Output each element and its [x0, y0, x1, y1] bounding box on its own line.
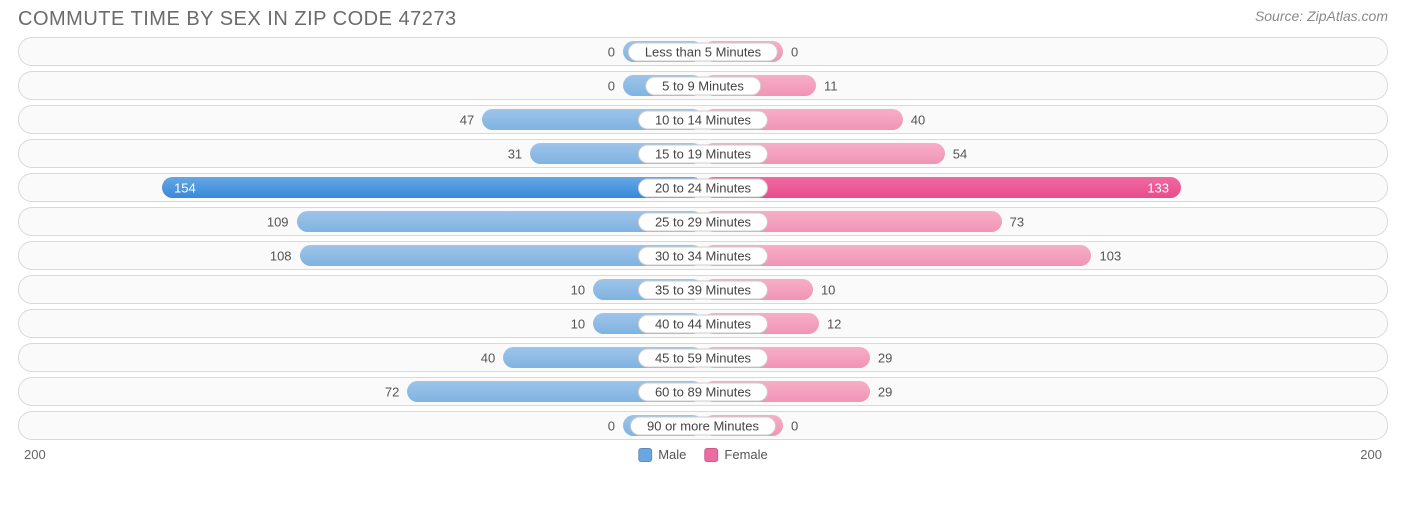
- chart-row: 109 73 25 to 29 Minutes: [18, 207, 1388, 236]
- chart-row: 10 12 40 to 44 Minutes: [18, 309, 1388, 338]
- legend: Male Female: [638, 447, 768, 462]
- value-female: 133: [1147, 180, 1169, 195]
- value-female: 40: [911, 112, 925, 127]
- value-female: 103: [1099, 248, 1121, 263]
- axis-max-right: 200: [1360, 447, 1382, 462]
- chart-row: 72 29 60 to 89 Minutes: [18, 377, 1388, 406]
- row-category-label: 35 to 39 Minutes: [638, 280, 768, 299]
- value-female: 29: [878, 384, 892, 399]
- row-category-label: 45 to 59 Minutes: [638, 348, 768, 367]
- row-category-label: Less than 5 Minutes: [628, 42, 778, 61]
- value-female: 73: [1010, 214, 1024, 229]
- chart-row: 0 0 90 or more Minutes: [18, 411, 1388, 440]
- value-male: 47: [460, 112, 474, 127]
- chart-title: COMMUTE TIME BY SEX IN ZIP CODE 47273: [18, 8, 457, 31]
- chart-source: Source: ZipAtlas.com: [1255, 8, 1388, 24]
- row-category-label: 15 to 19 Minutes: [638, 144, 768, 163]
- row-category-label: 25 to 29 Minutes: [638, 212, 768, 231]
- chart-row: 40 29 45 to 59 Minutes: [18, 343, 1388, 372]
- chart-footer: 200 Male Female 200: [0, 445, 1406, 473]
- value-male: 31: [508, 146, 522, 161]
- legend-label-male: Male: [658, 447, 686, 462]
- value-male: 72: [385, 384, 399, 399]
- value-female: 54: [953, 146, 967, 161]
- bar-female: [703, 177, 1181, 198]
- chart-row: 47 40 10 to 14 Minutes: [18, 105, 1388, 134]
- bar-male: [162, 177, 703, 198]
- row-category-label: 60 to 89 Minutes: [638, 382, 768, 401]
- value-male: 0: [608, 78, 615, 93]
- value-female: 0: [791, 44, 798, 59]
- legend-item-male: Male: [638, 447, 686, 462]
- value-male: 108: [270, 248, 292, 263]
- legend-label-female: Female: [724, 447, 767, 462]
- row-category-label: 30 to 34 Minutes: [638, 246, 768, 265]
- row-category-label: 20 to 24 Minutes: [638, 178, 768, 197]
- chart-row: 154 133 20 to 24 Minutes: [18, 173, 1388, 202]
- value-female: 29: [878, 350, 892, 365]
- chart-row: 0 11 5 to 9 Minutes: [18, 71, 1388, 100]
- value-male: 10: [571, 282, 585, 297]
- value-male: 109: [267, 214, 289, 229]
- row-category-label: 90 or more Minutes: [630, 416, 776, 435]
- value-male: 0: [608, 418, 615, 433]
- chart-area: 0 0 Less than 5 Minutes 0 11 5 to 9 Minutes 47…: [0, 37, 1406, 440]
- value-male: 10: [571, 316, 585, 331]
- legend-item-female: Female: [704, 447, 767, 462]
- value-female: 0: [791, 418, 798, 433]
- chart-row: 108 103 30 to 34 Minutes: [18, 241, 1388, 270]
- chart-row: 31 54 15 to 19 Minutes: [18, 139, 1388, 168]
- axis-max-left: 200: [24, 447, 46, 462]
- value-female: 11: [824, 78, 838, 93]
- swatch-male-icon: [638, 448, 652, 462]
- value-female: 10: [821, 282, 835, 297]
- value-male: 154: [174, 180, 196, 195]
- row-category-label: 10 to 14 Minutes: [638, 110, 768, 129]
- chart-row: 10 10 35 to 39 Minutes: [18, 275, 1388, 304]
- chart-row: 0 0 Less than 5 Minutes: [18, 37, 1388, 66]
- value-female: 12: [827, 316, 841, 331]
- value-male: 0: [608, 44, 615, 59]
- value-male: 40: [481, 350, 495, 365]
- row-category-label: 40 to 44 Minutes: [638, 314, 768, 333]
- row-category-label: 5 to 9 Minutes: [645, 76, 761, 95]
- swatch-female-icon: [704, 448, 718, 462]
